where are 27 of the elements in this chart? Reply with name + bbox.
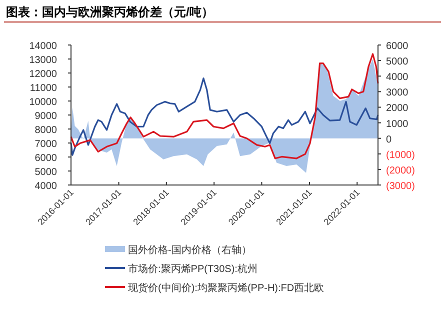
y2-tick-label: 6000 [386,41,409,52]
y2-tick-label: (2000) [386,165,415,176]
y-tick-label: 8000 [34,125,58,136]
y2-tick-label: 2000 [386,103,409,114]
y2-tick-label: 1000 [386,118,409,130]
legend-label: 现货价(中间价):均聚聚丙烯(PP-H):FD西北欧 [128,282,324,294]
y2-tick-label: 4000 [386,72,409,84]
y-tick-label: 9000 [34,111,58,122]
y-tick-label: 11000 [30,83,58,94]
line-series [70,78,379,156]
y-tick-label: 10000 [29,97,58,108]
y-tick-label: 12000 [29,69,58,80]
y2-tick-label: 3000 [386,88,409,99]
y-tick-label: 4000 [34,181,58,192]
y-tick-label: 14000 [29,41,58,52]
y2-tick-label: (1000) [386,150,415,161]
y-tick-label: 13000 [29,55,58,66]
y-tick-label: 7000 [34,139,58,150]
line-series [70,53,379,160]
y-tick-label: 5000 [34,167,58,178]
y2-tick-label: (3000) [386,181,415,192]
y2-tick-label: 0 [386,134,392,146]
legend-label: 国外价格-国内价格（右轴） [128,244,252,256]
legend-label: 市场价:聚丙烯PP(T30S):杭州 [128,263,258,275]
y-tick-label: 6000 [34,153,58,164]
chart-title: 图表：国内与欧洲聚丙烯价差（元/吨） [6,5,214,19]
y2-tick-label: 5000 [386,56,409,68]
